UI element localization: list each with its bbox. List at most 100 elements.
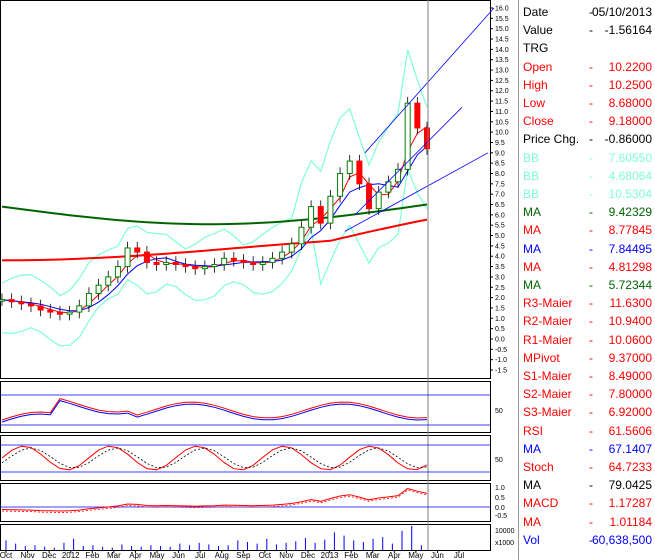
candle-body [414,102,421,129]
candle-body [114,266,121,278]
ma-short-red-line [1,126,428,314]
data-row-separator: - [589,405,593,420]
bollinger-upper-line [1,49,428,297]
data-row-value: 10.2500 [608,77,652,92]
data-row-value: 1.01184 [609,514,653,529]
candle-body [288,243,295,253]
data-row-date: Date -05/10/2013 [523,3,654,21]
price-tick-label: 8.0 [495,171,505,178]
month-label: Oct [0,551,13,560]
data-row-label: TRG [523,41,549,56]
data-row-ma: MA -7.84495 [523,240,654,258]
candle-body [105,276,112,286]
price-tick-label: 11.5 [495,99,508,106]
data-row-label: S2-Maier [523,387,572,402]
data-row-separator: - [589,314,593,329]
data-row-macd: MACD -1.17287 [523,494,654,512]
data-row-ma: MA -9.42329 [523,203,654,221]
rsi-line [1,398,428,421]
month-label: Jul [195,551,205,560]
price-tick-label: 13.0 [495,68,509,75]
data-row-value: 8.77845 [608,223,652,238]
data-row-separator: - [589,241,593,256]
data-row-vol: Vol -60,638,500 [523,531,654,549]
candle-body [259,261,266,266]
data-row-separator: - [589,532,593,547]
data-row-label: MA [523,441,541,456]
macd-tick-label: 0.0 [495,505,505,512]
candle-body [356,160,363,185]
candle-body [250,261,257,266]
price-tick-label: 5.5 [495,223,505,230]
data-row-separator: - [589,332,593,347]
data-row-label: MA [523,241,541,256]
candle-body [153,261,160,266]
month-label: Nov [20,551,34,560]
price-tick-label: 10.5 [495,119,509,126]
data-row-ma: MA - 1.01184 [523,513,654,531]
price-tick-label: 12.0 [495,88,509,95]
price-tick-label: 15.5 [495,16,509,23]
candle-body [211,264,218,268]
data-row-separator: - [589,441,593,456]
stoch-signal-line [1,447,428,469]
data-row-label: MA [523,278,541,292]
candle-body [327,195,334,224]
data-row-value: 10.2200 [608,59,652,74]
month-label: Dec [301,551,315,560]
data-row-value: -0.86000 [604,132,652,147]
data-row-separator: - [589,150,593,165]
candle-body [346,160,353,174]
data-row-bb: BB -7.60550 [523,149,654,167]
candle-body [308,206,315,228]
price-tick-label: 6.0 [495,212,505,219]
month-label: Mar [366,551,380,560]
candle-body [298,226,305,245]
data-row-separator: - [589,59,593,74]
volume-unit-label: x1000 [495,540,514,547]
candle-body [279,251,286,259]
chart-area[interactable]: 16.0 15.5 15.0 14.5 14.0 13.5 13.0 12.5 12.0 11.5… [0,0,518,560]
trend-channel-upper [364,7,495,154]
month-label: Apr [129,551,142,560]
data-row-separator: - [589,187,593,201]
data-row-separator: - [589,77,593,92]
candle-body [95,284,102,294]
data-row-r3-maier: R3-Maier - 11.6300 [523,294,654,312]
month-label: Dec [42,551,56,560]
data-row-value: 4.81298 [608,259,652,274]
candle-body [76,305,83,313]
data-row-separator: - [589,478,593,493]
month-label: Jun [431,551,444,560]
data-row-value: 7.80000 [608,387,652,402]
data-row-value: 10.9400 [608,314,652,329]
candle-body [269,257,276,263]
data-row-label: BB [523,168,540,183]
price-tick-label: 3.0 [495,274,505,281]
data-row-value: 7.84495 [608,241,652,256]
stoch-tick-label: 50 [495,457,503,464]
macd-tick-label: 1.0 [495,485,505,492]
price-tick-label: 7.0 [495,192,505,199]
candle-body [317,206,324,224]
data-row-value: 9.37000 [608,350,652,365]
rsi-ma-line [1,400,428,423]
data-row-separator: - [589,496,593,511]
data-row-label: MA [523,514,541,529]
data-row-value: -1.56164 [604,23,652,38]
rsi-panel-frame [0,381,491,433]
price-panel-frame [0,0,491,379]
month-label: Mar [107,551,121,560]
month-label: Oct [259,551,272,560]
data-row-label: MA [523,259,541,274]
price-tick-label: 6.5 [495,202,505,209]
data-row-label: Vol [523,532,540,547]
month-label: Sep [236,551,251,560]
candle-body [27,303,34,307]
data-row-label: Open [523,59,553,74]
data-row-separator: - [589,423,593,438]
data-row-trg: TRG [523,39,654,57]
price-tick-label: 9.0 [495,150,505,157]
price-tick-label: 2.0 [495,295,505,302]
candle-body [201,266,208,270]
